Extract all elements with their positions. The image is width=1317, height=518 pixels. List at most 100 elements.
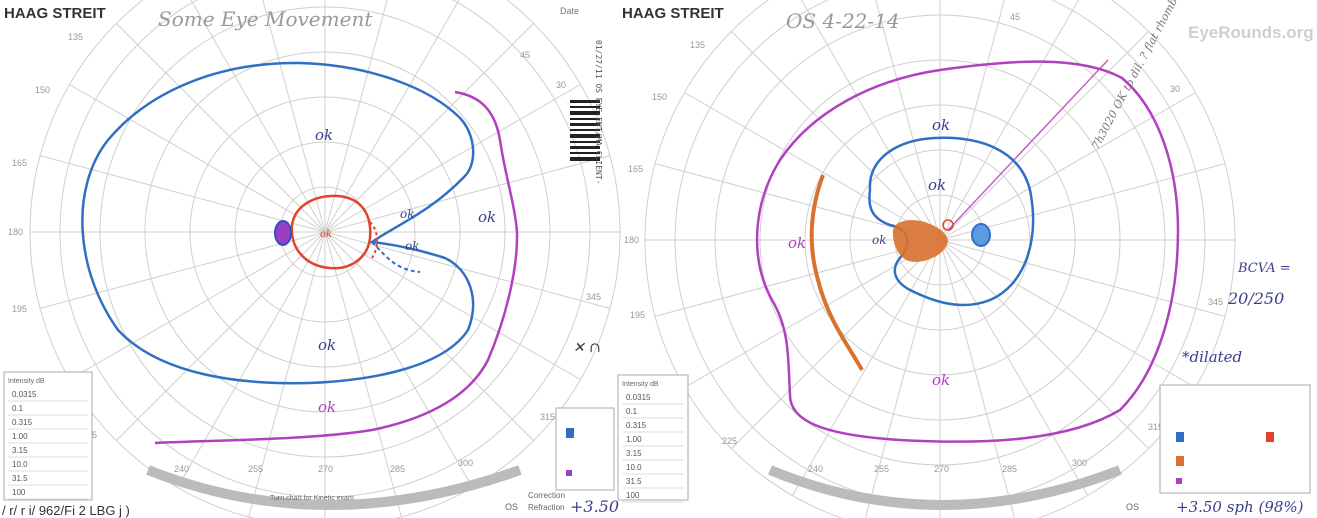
meridian-line [324,155,611,233]
left-turn-text: Turn chart for Kinetic exam [270,495,354,502]
left-angle-300: 300 [458,458,473,468]
meridian-line [324,84,581,233]
right-ok-bottom: ok [932,371,950,389]
meridian-line [39,231,326,309]
legend-row-value: 0.1 [626,407,638,416]
right-angle-225: 225 [722,436,737,446]
left-blind-spot [274,220,292,246]
meridian-line [939,0,1005,241]
meridian-line [684,239,941,388]
right-brand: HAAG STREIT [622,5,724,22]
right-angle-150: 150 [652,92,667,102]
left-angle-165: 165 [12,158,27,168]
right-ok-inner: ok [928,176,946,194]
meridian-line [939,0,1080,241]
left-angle-150: 150 [35,85,50,95]
left-legend-header: Intensity dB [8,378,45,385]
meridian-line [324,231,534,441]
right-angle-180: 180 [624,235,639,245]
right-angle-255: 255 [874,464,889,474]
right-angle-240: 240 [808,464,823,474]
right-angle-165: 165 [628,164,643,174]
left-ok-right-outer: ok [478,208,496,226]
left-vertical-code: 01/27/11 OS EYE-ENT/MA CLIENT- [594,40,603,185]
legend-row-value: 10.0 [12,460,28,469]
meridian-line [939,31,1149,241]
left-ok-right-inner: ok [400,207,415,221]
right-eye-label: OS [1126,502,1139,512]
left-ok-labels: ok ok ok ok ok ok ok [315,126,496,416]
right-watermark: EyeRounds.org [1188,23,1314,42]
right-blind-spot [971,223,991,247]
left-ok-center: ok [320,229,332,240]
right-ok-top: ok [932,116,950,134]
meridian-line [248,231,326,518]
legend-row-value: 3.15 [626,449,642,458]
meridian-line [39,155,326,233]
right-isopter-orange [809,174,864,371]
legend-row-value: 31.5 [12,474,28,483]
meridian-line [69,84,326,233]
meridian-line [654,239,941,317]
left-angle-45: 45 [520,50,530,60]
legend-row-value: 0.0315 [12,390,37,399]
left-polar-grid [29,0,621,518]
right-central-scotoma [892,220,948,262]
meridian-line [864,239,941,518]
legend-row-value: 31.5 [626,477,642,486]
left-angle-30: 30 [556,80,566,90]
meridian-line [800,0,941,241]
right-fixation-circle [942,219,954,231]
meridian-line [324,0,460,233]
meridian-line [324,23,534,233]
right-angle-270: 270 [934,464,949,474]
meridian-line [177,231,326,488]
meridian-line [324,231,473,488]
left-angle-270: 270 [318,464,333,474]
meridian-line [939,92,1196,241]
left-eye-label: OS [505,502,518,512]
left-correction-value: +3.50 [570,497,619,516]
right-angle-315: 315 [1148,422,1163,432]
left-ok-bottom: ok [318,398,336,416]
right-perimetry-chart: HAAG STREIT OS 4-22-14 EyeRounds.org 180… [617,0,1314,518]
meridian-line [190,0,326,233]
left-angle-195: 195 [12,304,27,314]
right-pencil-line [947,59,1109,231]
right-ok-labels: ok ok ok ok ok [788,116,950,389]
meridian-line [939,239,1226,317]
left-isopter-magenta [154,90,519,445]
left-angle-240: 240 [174,464,189,474]
meridian-line [939,239,1088,496]
right-angle-345: 345 [1208,297,1223,307]
meridian-line [654,163,941,241]
legend-row-value: 3.15 [12,446,28,455]
right-correction-value: +3.50 sph (98%) [1176,498,1304,516]
right-angle-30: 30 [1170,84,1180,94]
right-bcva-value: 20/250 [1227,289,1284,308]
left-date-label: Date [560,6,579,16]
legend-row-value: 10.0 [626,463,642,472]
right-header-note: OS 4-22-14 [786,9,900,33]
left-pencil-mark: ✕ ∩ [573,340,601,356]
left-refraction-label: Refraction [528,503,564,512]
legend-row-value: 0.0315 [626,393,651,402]
meridian-line [939,239,1196,388]
legend-row-value: 1.00 [12,432,28,441]
meridian-line [69,231,326,380]
right-angle-135: 135 [690,40,705,50]
meridian-line [792,239,941,496]
left-stimulus-box [555,407,615,491]
source-caption: / r/ r i/ 962/Fi 2 LBG j ) [2,503,130,518]
legend-row-value: 100 [12,488,26,497]
left-angle-255: 255 [248,464,263,474]
left-header-note: Some Eye Movement [158,7,373,31]
left-brand: HAAG STREIT [4,5,106,22]
right-bottom-arc [768,465,1122,510]
right-legend-header: Intensity dB [622,381,659,388]
left-intensity-legend: Intensity dB 0.0315 0.1 0.315 1.00 3.15 10.0 3… [3,371,93,501]
right-dilated-note: *dilated [1182,348,1242,366]
right-angle-45: 45 [1010,12,1020,22]
right-polar-grid [644,0,1236,518]
meridian-line [116,231,326,441]
